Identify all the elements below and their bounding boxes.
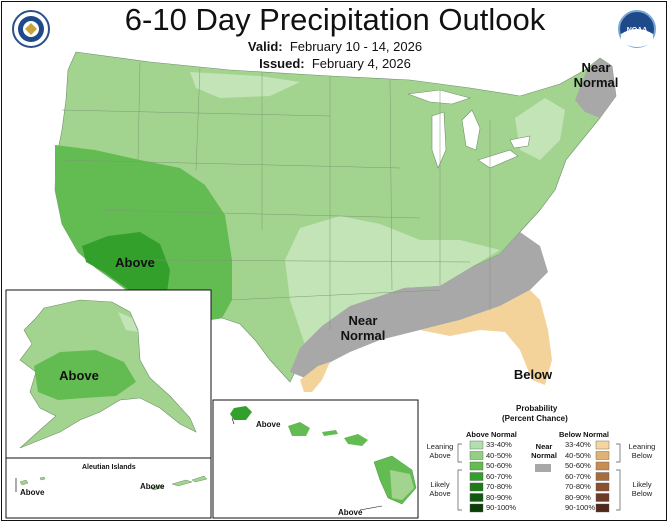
- valid-label: Valid:: [247, 39, 283, 54]
- legend-above-bin-label: 50-60%: [486, 461, 512, 470]
- legend-above-swatch: [469, 451, 484, 460]
- conus-region-near-normal-ne: [575, 58, 616, 118]
- legend-below-swatch: [595, 440, 610, 450]
- legend-above-swatch: [469, 482, 484, 492]
- hawaii-kauai: [230, 406, 252, 420]
- legend-above-swatch: [469, 461, 484, 471]
- hawaii-inset: [212, 399, 419, 519]
- legend-above-swatch: [469, 472, 484, 481]
- legend-below-bin-label: 40-50%: [565, 450, 591, 460]
- label-above-sw: Above: [115, 255, 155, 270]
- legend-above-swatch: [469, 503, 484, 513]
- conus-region-50-60-west: [55, 145, 232, 322]
- legend-above-bin-label: 90-100%: [486, 503, 517, 512]
- label-above-aleutian-2: Above: [140, 482, 165, 491]
- legend-below-swatch: [595, 472, 610, 481]
- legend-above-bin-label: 80-90%: [486, 492, 512, 502]
- noaa-logo-icon: NOAA: [618, 10, 656, 48]
- noaa-logo-text: NOAA: [627, 27, 648, 34]
- legend-below-swatch: [595, 503, 610, 513]
- legend-below-bin-label: 50-60%: [565, 461, 591, 470]
- legend-leaning-below: Leaning Below: [628, 442, 656, 460]
- conus-region-33-40-north: [190, 72, 300, 98]
- legend-below-bin-label: 60-70%: [565, 471, 591, 481]
- likely-above-bracket: [457, 469, 462, 511]
- conus-region-near-normal-south: [290, 232, 548, 378]
- legend-leaning-above: Leaning Above: [426, 442, 454, 460]
- legend-below-bin-label: 90-100%: [565, 503, 596, 512]
- great-lakes: [407, 89, 531, 169]
- alaska-region-33-40: [118, 312, 138, 332]
- legend-near-header: Near Normal: [531, 442, 557, 460]
- legend-likely-above: Likely Above: [429, 480, 451, 498]
- legend-below-bin-label: 80-90%: [565, 492, 591, 502]
- legend-below-bin-label: 70-80%: [565, 482, 591, 491]
- leaning-below-bracket: [616, 443, 621, 463]
- legend-above-bin-label: 70-80%: [486, 482, 512, 491]
- valid-dates: Valid: February 10 - 14, 2026: [0, 39, 670, 54]
- legend-below-swatch: [595, 482, 610, 492]
- label-near-normal-south: Near Normal: [340, 313, 386, 343]
- legend-swatches: [457, 440, 621, 513]
- issued-value: February 4, 2026: [311, 56, 411, 71]
- legend-near-swatch: [535, 464, 551, 472]
- alaska-inset: [5, 289, 212, 459]
- label-above-alaska: Above: [59, 368, 99, 383]
- label-above-hawaii-1: Above: [256, 420, 281, 429]
- legend-below-swatch: [595, 461, 610, 471]
- legend-below-swatch: [595, 451, 610, 460]
- aleutian-inset: [5, 457, 212, 519]
- alaska-region-50-60: [34, 350, 136, 400]
- hawaii-big-island-west: [390, 470, 414, 500]
- label-below-se: Below: [513, 367, 553, 382]
- conus-region-below-tx-coast: [300, 362, 330, 392]
- label-above-hawaii-2: Above: [338, 508, 363, 517]
- legend-above-swatch: [469, 493, 484, 502]
- legend-below-swatch: [595, 493, 610, 502]
- legend-above-bin-label: 40-50%: [486, 450, 512, 460]
- legend-above-bin-label: 33-40%: [486, 440, 512, 449]
- likely-below-bracket: [616, 469, 621, 511]
- legend-above-swatch: [469, 440, 484, 450]
- valid-value: February 10 - 14, 2026: [289, 39, 423, 54]
- hawaii-oahu: [288, 422, 310, 436]
- label-above-aleutian-1: Above: [20, 488, 45, 497]
- aleutian-islands: [19, 475, 208, 491]
- legend-title: Probability: [516, 404, 558, 413]
- legend-above-header: Above Normal: [466, 430, 517, 439]
- conus-region-below-se: [420, 290, 552, 385]
- conus-region-33-40-center: [285, 216, 500, 345]
- label-aleutian-islands: Aleutian Islands: [82, 464, 136, 471]
- legend-below-bin-label: 33-40%: [565, 440, 591, 449]
- legend-subtitle: (Percent Chance): [502, 414, 568, 423]
- label-near-normal-ne: Near Normal: [573, 60, 619, 90]
- issued-label: Issued:: [259, 56, 305, 71]
- legend-likely-below: Likely Below: [631, 480, 653, 498]
- hawaii-maui-nui: [322, 430, 368, 446]
- page-title: 6-10 Day Precipitation Outlook: [124, 2, 546, 37]
- state-boundaries: [59, 61, 491, 330]
- leaning-above-bracket: [457, 443, 462, 463]
- legend-below-header: Below Normal: [559, 430, 610, 439]
- legend-above-bin-label: 60-70%: [486, 471, 512, 481]
- issued-date: Issued: February 4, 2026: [0, 56, 670, 71]
- doc-seal-icon: [12, 10, 50, 48]
